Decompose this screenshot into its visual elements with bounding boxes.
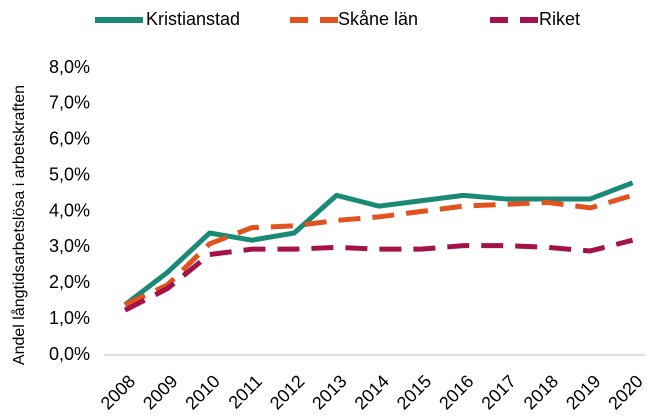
x-tick-label: 2009 <box>139 371 181 413</box>
legend-label: Kristianstad <box>146 9 240 29</box>
series-line <box>123 180 634 307</box>
x-tick-label: 2017 <box>477 371 519 413</box>
x-tick-label: 2008 <box>97 371 139 413</box>
x-tick-label: 2012 <box>266 371 308 413</box>
y-tick-label: 8,0% <box>49 57 90 77</box>
series-line <box>123 237 634 313</box>
legend-label: Skåne län <box>338 9 418 29</box>
x-tick-label: 2020 <box>604 371 646 413</box>
y-tick-label: 5,0% <box>49 164 90 184</box>
x-tick-label: 2013 <box>308 371 350 413</box>
y-tick-label: 2,0% <box>49 272 90 292</box>
y-tick-label: 1,0% <box>49 308 90 328</box>
y-tick-label: 4,0% <box>49 200 90 220</box>
y-tick-label: 6,0% <box>49 129 90 149</box>
y-tick-label: 3,0% <box>49 236 90 256</box>
y-axis-label: Andel långtidsarbetslösa i arbetskraften <box>10 85 28 365</box>
legend-label: Riket <box>539 9 580 29</box>
series-line <box>123 192 634 308</box>
x-tick-label: 2015 <box>393 371 435 413</box>
x-tick-label: 2011 <box>225 371 267 413</box>
x-tick-label: 2014 <box>351 371 393 413</box>
x-tick-label: 2018 <box>520 371 562 413</box>
x-tick-label: 2019 <box>562 371 604 413</box>
x-tick-label: 2016 <box>435 371 477 413</box>
y-tick-label: 7,0% <box>49 93 90 113</box>
x-tick-label: 2010 <box>181 371 223 413</box>
y-tick-label: 0,0% <box>49 344 90 364</box>
